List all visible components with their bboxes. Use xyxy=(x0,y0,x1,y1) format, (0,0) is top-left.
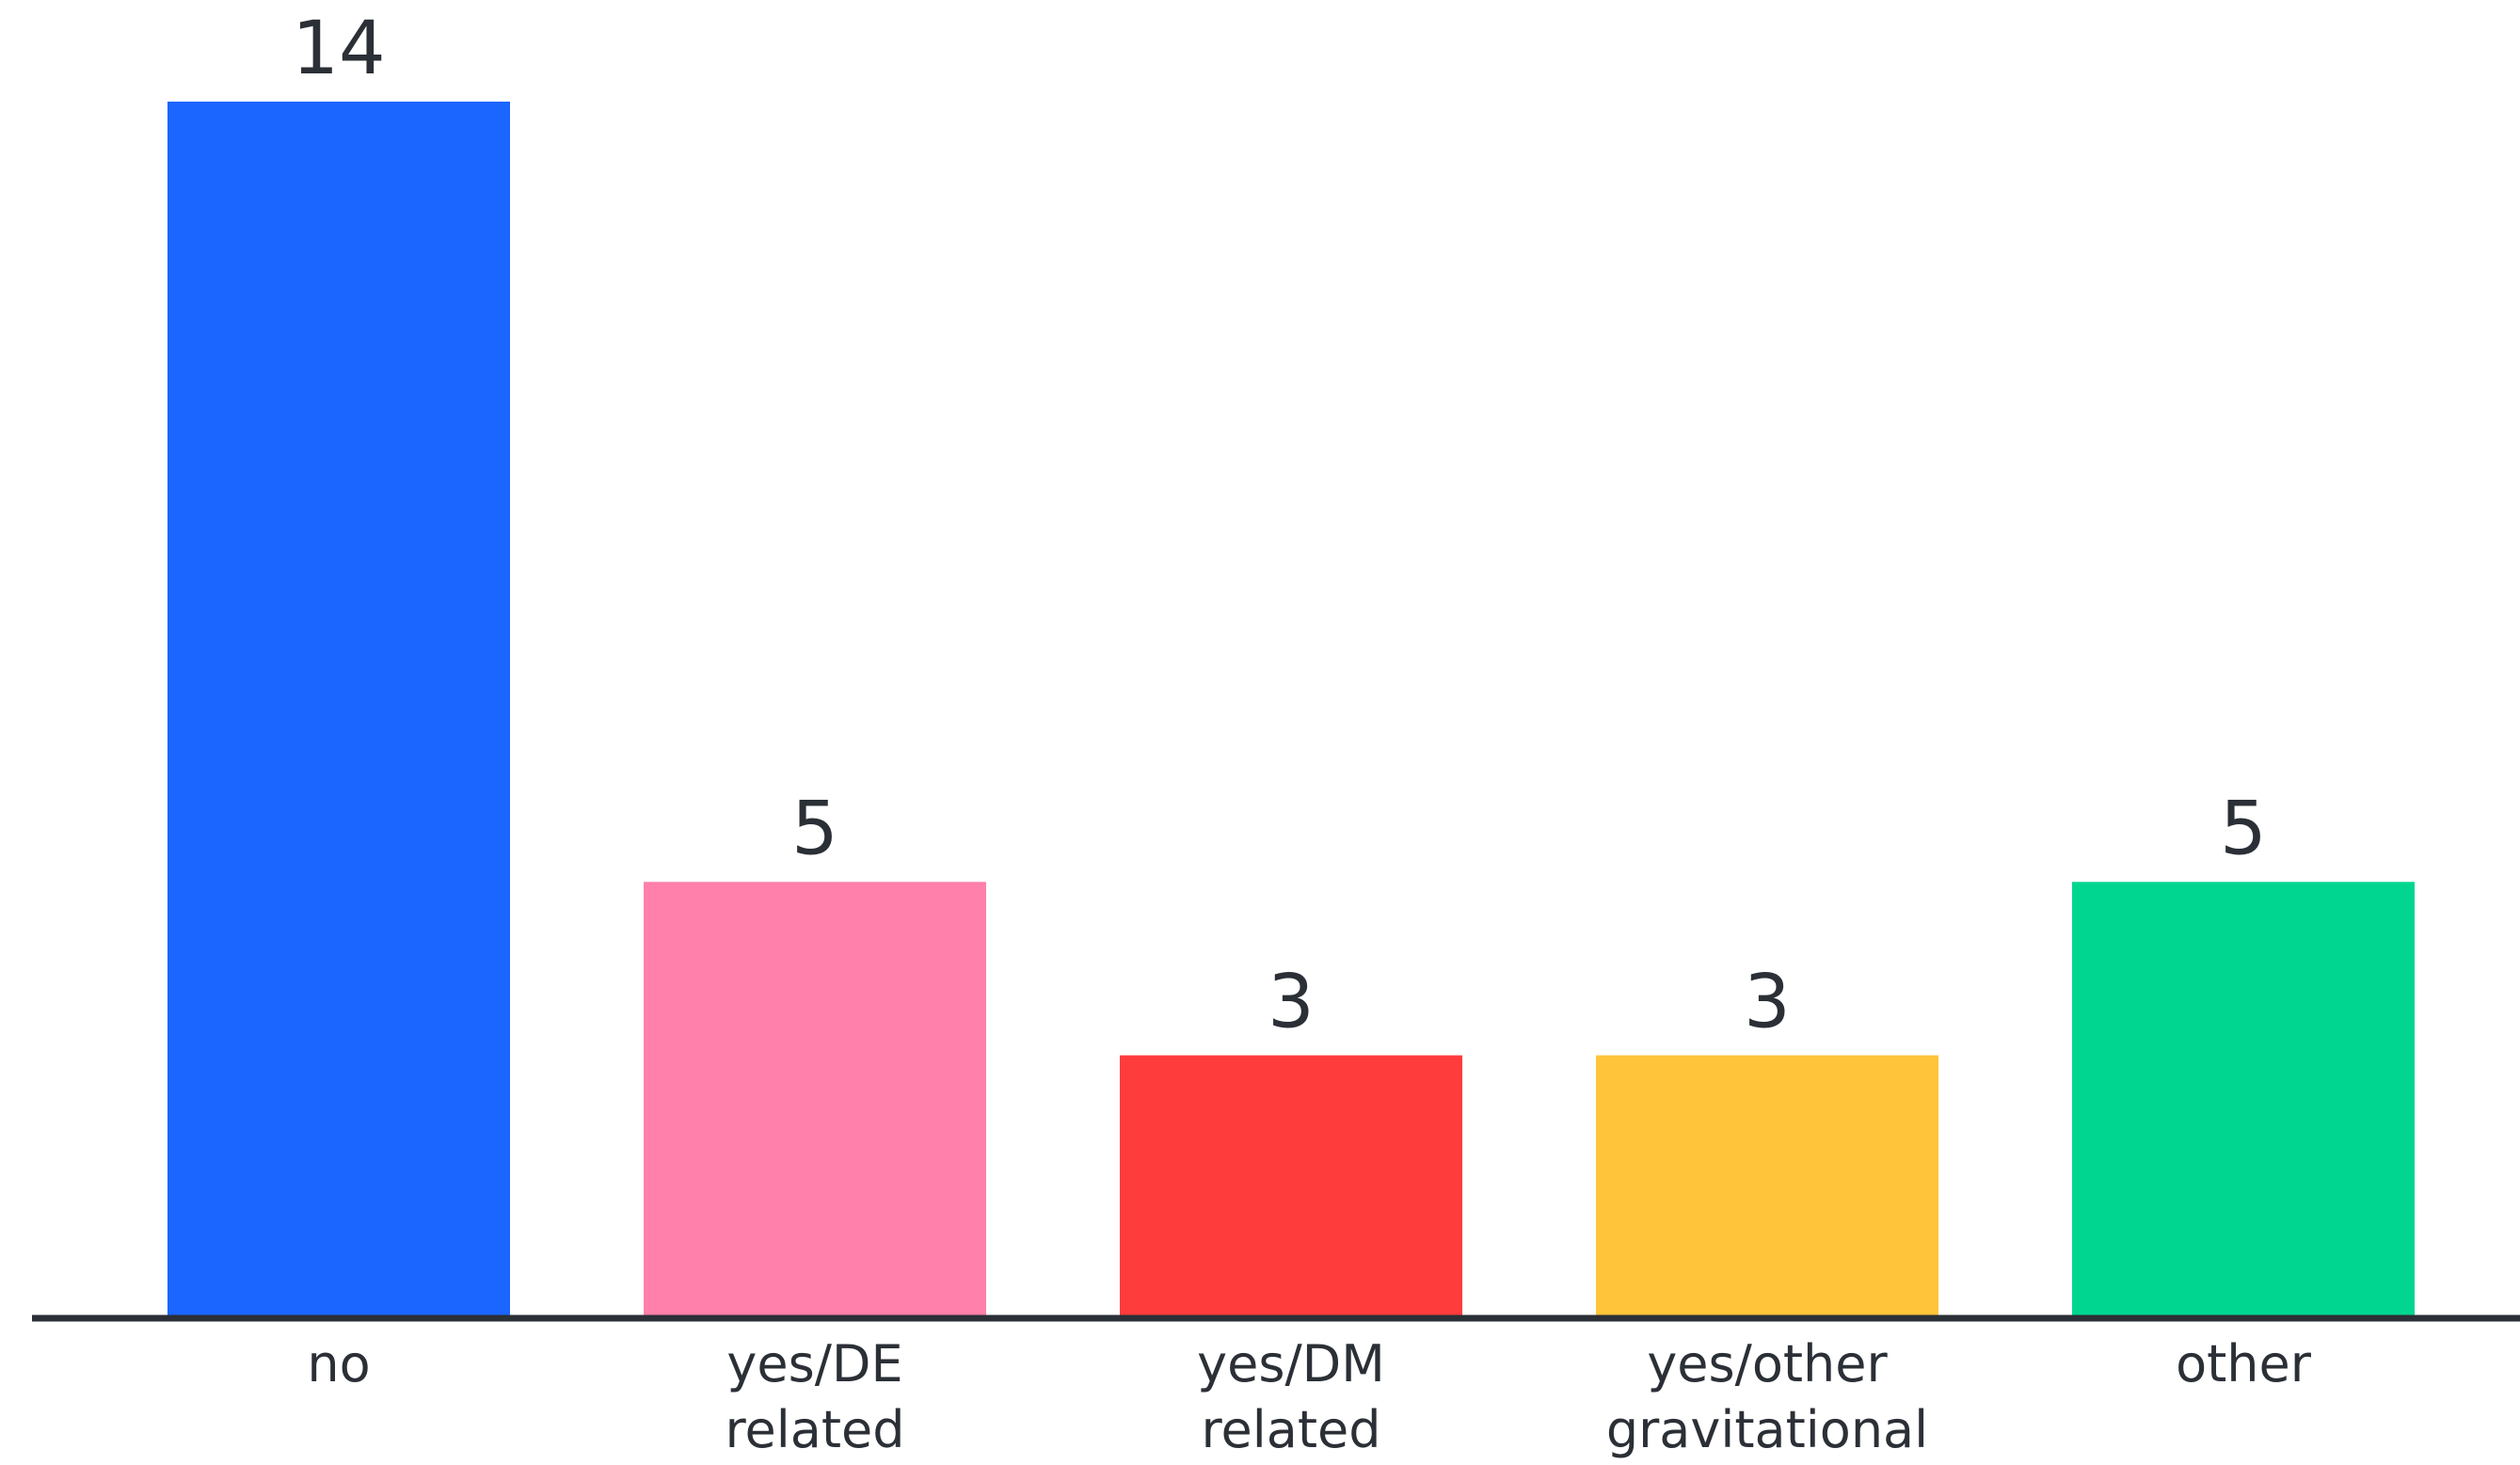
x-tick-label: yes/DM related xyxy=(1197,1334,1385,1459)
x-tick-label: no xyxy=(307,1334,371,1393)
x-tick-label: yes/other gravitational xyxy=(1605,1334,1929,1459)
value-label: 3 xyxy=(1268,961,1315,1045)
x-tick-label: yes/DE related xyxy=(725,1334,905,1459)
bar xyxy=(644,882,986,1315)
bar xyxy=(167,102,510,1315)
value-label: 3 xyxy=(1744,961,1791,1045)
value-label: 5 xyxy=(791,787,838,871)
value-label: 5 xyxy=(2220,787,2267,871)
bar xyxy=(2072,882,2415,1315)
x-tick-label: other xyxy=(2176,1334,2311,1393)
bar xyxy=(1596,1055,1938,1315)
value-label: 14 xyxy=(292,7,385,91)
bar xyxy=(1120,1055,1462,1315)
